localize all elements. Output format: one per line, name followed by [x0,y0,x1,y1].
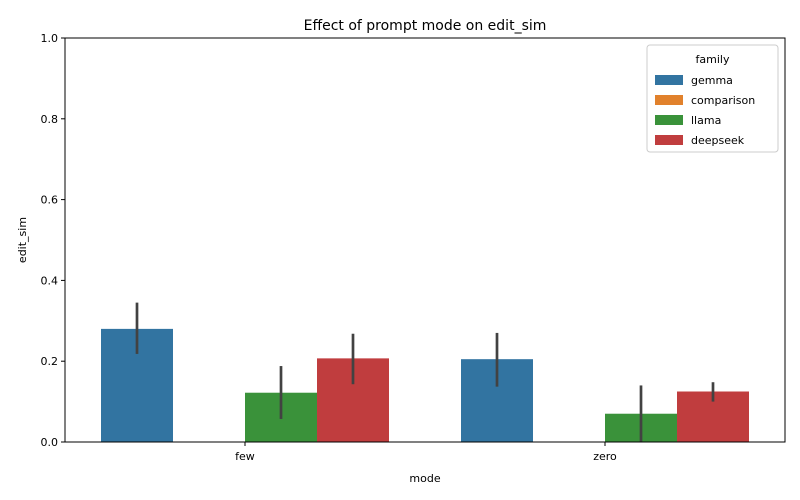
x-tick-label: few [235,450,255,463]
legend-swatch-comparison [655,95,683,105]
y-tick-label: 0.2 [41,355,59,368]
y-tick-label: 0.0 [41,436,59,449]
legend: family gemma comparison llama deepseek [646,44,779,153]
plot-frame [64,37,786,443]
legend-swatch-llama [655,115,683,125]
legend-label-deepseek: deepseek [691,134,745,147]
x-tick-label: zero [593,450,617,463]
legend-label-gemma: gemma [691,74,733,87]
legend-box [646,44,779,153]
legend-title: family [696,53,730,66]
y-tick-label: 0.4 [41,274,59,287]
legend-label-llama: llama [691,114,721,127]
legend-swatch-deepseek [655,135,683,145]
plot-area [101,302,749,442]
legend-swatch-gemma [655,75,683,85]
legend-label-comparison: comparison [691,94,755,107]
y-tick-label: 0.8 [41,113,59,126]
x-axis-label: mode [409,472,440,485]
y-tick-label: 1.0 [41,32,59,45]
chart-title: Effect of prompt mode on edit_sim [304,18,547,34]
y-tick-label: 0.6 [41,194,59,207]
y-axis-label: edit_sim [16,217,29,263]
